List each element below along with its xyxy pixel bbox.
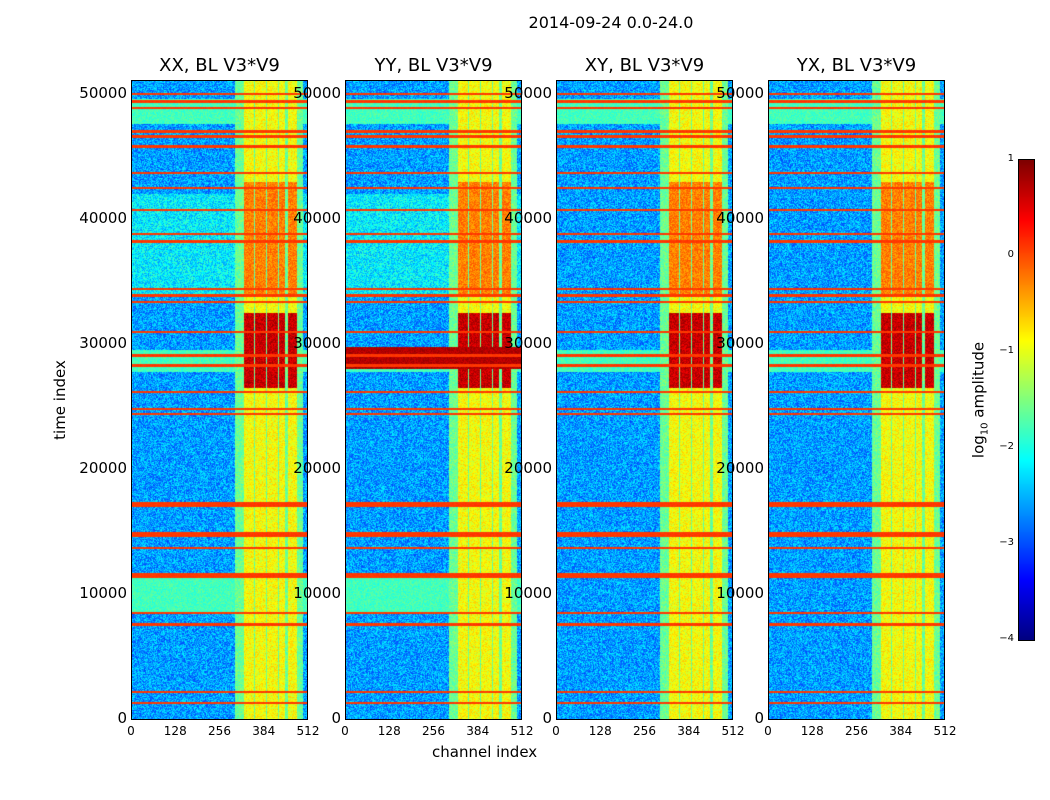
x-tick-label: 384 xyxy=(466,724,490,738)
panel-title: XY, BL V3*V9 xyxy=(584,55,705,76)
heatmap-image xyxy=(132,81,307,719)
y-tick-label: 0 xyxy=(542,709,552,727)
colorbar-tick-label: −4 xyxy=(999,633,1014,644)
x-tick-label: 128 xyxy=(377,724,401,738)
colorbar xyxy=(1018,159,1035,641)
x-tick-label: 256 xyxy=(208,724,231,738)
y-tick-label: 10000 xyxy=(716,583,764,602)
y-tick-label: 30000 xyxy=(79,333,127,352)
y-tick-label: 0 xyxy=(754,709,764,727)
x-tick-label: 0 xyxy=(764,724,772,738)
y-tick-label: 20000 xyxy=(504,458,552,477)
y-tick-label: 10000 xyxy=(79,583,127,602)
y-tick-label: 20000 xyxy=(293,458,341,477)
figure-title: 2014-09-24 0.0-24.0 xyxy=(528,13,694,32)
y-tick-label: 40000 xyxy=(293,208,341,227)
y-tick-label: 30000 xyxy=(504,333,552,352)
x-tick-label: 384 xyxy=(889,724,913,738)
x-tick-label: 512 xyxy=(510,724,534,738)
y-tick-label: 30000 xyxy=(293,333,341,352)
y-tick-label: 50000 xyxy=(504,83,552,102)
y-tick-label: 30000 xyxy=(716,333,764,352)
x-tick-label: 128 xyxy=(163,724,187,738)
y-tick-label: 20000 xyxy=(716,458,764,477)
x-tick-label: 512 xyxy=(296,724,320,738)
colorbar-label: log10 amplitude xyxy=(969,341,991,459)
x-tick-label: 384 xyxy=(677,724,701,738)
y-axis-label: time index xyxy=(51,360,69,440)
heatmap-panel xyxy=(556,80,733,720)
y-tick-label: 40000 xyxy=(79,208,127,227)
colorbar-tick-label: 0 xyxy=(1007,249,1014,260)
y-tick-label: 40000 xyxy=(504,208,552,227)
x-tick-label: 512 xyxy=(721,724,745,738)
colorbar-tick-label: 1 xyxy=(1007,153,1014,164)
y-tick-label: 50000 xyxy=(79,83,127,102)
heatmap-image xyxy=(769,81,944,719)
y-tick-label: 40000 xyxy=(716,208,764,227)
x-tick-label: 256 xyxy=(845,724,868,738)
y-tick-label: 10000 xyxy=(504,583,552,602)
x-tick-label: 128 xyxy=(588,724,612,738)
y-tick-label: 0 xyxy=(331,709,341,727)
y-tick-label: 0 xyxy=(117,709,127,727)
y-tick-label: 50000 xyxy=(716,83,764,102)
x-tick-label: 0 xyxy=(341,724,349,738)
x-tick-label: 0 xyxy=(127,724,135,738)
heatmap-panel xyxy=(768,80,945,720)
x-tick-label: 384 xyxy=(252,724,276,738)
x-axis-label: channel index xyxy=(432,743,538,761)
colorbar-tick-label: −3 xyxy=(999,537,1014,548)
y-tick-label: 10000 xyxy=(293,583,341,602)
colorbar-tick-label: −1 xyxy=(999,345,1014,356)
heatmap-panel xyxy=(131,80,308,720)
heatmap-panel xyxy=(345,80,522,720)
x-tick-label: 512 xyxy=(933,724,957,738)
x-tick-label: 128 xyxy=(800,724,824,738)
x-tick-label: 0 xyxy=(552,724,560,738)
heatmap-image xyxy=(346,81,521,719)
colorbar-tick-label: −2 xyxy=(999,441,1014,452)
panel-title: YX, BL V3*V9 xyxy=(796,55,917,76)
x-tick-label: 256 xyxy=(422,724,445,738)
y-tick-label: 20000 xyxy=(79,458,127,477)
x-tick-label: 256 xyxy=(633,724,656,738)
panel-title: YY, BL V3*V9 xyxy=(374,55,493,76)
panel-title: XX, BL V3*V9 xyxy=(159,55,280,76)
y-tick-label: 50000 xyxy=(293,83,341,102)
heatmap-image xyxy=(557,81,732,719)
